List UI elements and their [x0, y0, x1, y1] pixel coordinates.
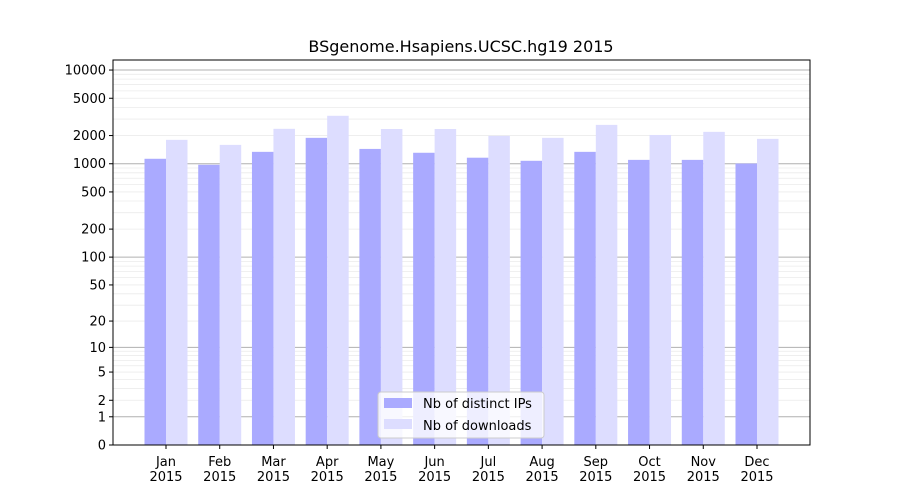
bar-ips	[305, 137, 328, 446]
legend-label-downloads: Nb of downloads	[423, 419, 532, 434]
x-tick-label: 2015	[633, 470, 666, 485]
x-tick-label: 2015	[311, 470, 344, 485]
y-tick-label: 10000	[65, 64, 106, 79]
bar-downloads	[595, 124, 618, 446]
bar-ips	[628, 159, 650, 446]
bar-ips	[681, 159, 704, 446]
x-tick-label: 2015	[364, 470, 397, 485]
bar-downloads	[380, 128, 403, 445]
bar-ips	[251, 151, 274, 445]
y-tick-label: 500	[81, 185, 106, 200]
bars	[144, 115, 779, 446]
legend-swatch-ips	[384, 398, 412, 408]
y-tick-label: 50	[89, 278, 106, 293]
bar-ips	[359, 148, 381, 445]
x-tick-label: Jul	[480, 455, 497, 470]
legend-box	[377, 391, 545, 439]
y-tick-label: 10	[89, 341, 106, 356]
y-tick-label: 1	[98, 410, 106, 425]
bar-ips	[520, 160, 543, 445]
x-tick-label: Jun	[423, 455, 444, 470]
x-tick-label: Sep	[584, 455, 609, 470]
bar-downloads	[703, 131, 725, 445]
bar-ips	[198, 164, 220, 445]
bar-ips	[144, 158, 166, 445]
legend: Nb of distinct IPs Nb of downloads	[377, 391, 545, 439]
y-axis: 0 12 5 10 20 50 100 200 500 1000 2000 5000 10000	[65, 64, 113, 454]
x-tick-label: Oct	[638, 455, 660, 470]
y-tick-label: 5000	[73, 92, 106, 107]
bar-ips	[735, 163, 757, 445]
bar-downloads	[434, 128, 457, 445]
x-tick-label: Aug	[529, 455, 554, 470]
bar-downloads	[757, 138, 779, 446]
x-tick-label: Nov	[691, 455, 717, 470]
bar-downloads	[542, 137, 564, 446]
chart-title: BSgenome.Hsapiens.UCSC.hg19 2015	[308, 37, 613, 56]
x-tick-label: 2015	[740, 470, 773, 485]
bar-ips	[574, 151, 596, 445]
x-tick-label: Dec	[744, 455, 769, 470]
bar-ips	[466, 157, 489, 446]
y-tick-label: 2	[98, 394, 106, 409]
y-tick-label: 5	[98, 366, 106, 381]
x-tick-label: 2015	[149, 470, 182, 485]
plot-frame	[112, 59, 811, 446]
x-tick-label: 2015	[418, 470, 451, 485]
y-tick-label: 0	[98, 439, 106, 454]
x-tick-label: 2015	[257, 470, 290, 485]
x-axis: Jan2015Feb2015Mar2015Apr2015May2015Jun20…	[149, 445, 774, 485]
x-tick-label: 2015	[203, 470, 236, 485]
y-tick-label: 20	[89, 315, 106, 330]
y-tick-label: 1000	[73, 157, 106, 172]
legend-swatch-downloads	[384, 419, 412, 429]
x-tick-label: Jan	[155, 455, 176, 470]
bar-downloads	[219, 144, 242, 445]
bar-downloads	[649, 134, 672, 445]
x-tick-label: Apr	[316, 455, 339, 470]
x-tick-label: 2015	[579, 470, 612, 485]
bar-downloads	[166, 139, 188, 445]
x-tick-label: Mar	[261, 455, 286, 470]
x-tick-label: 2015	[472, 470, 505, 485]
bar-ips	[413, 152, 435, 446]
x-tick-label: Feb	[208, 455, 231, 470]
bar-downloads	[488, 135, 510, 445]
x-tick-label: 2015	[526, 470, 559, 485]
y-tick-label: 2000	[73, 129, 106, 144]
bar-downloads	[327, 115, 349, 446]
bar-downloads	[273, 128, 295, 445]
y-tick-label: 100	[81, 251, 106, 266]
y-tick-label: 200	[81, 223, 106, 238]
legend-label-ips: Nb of distinct IPs	[423, 397, 532, 412]
x-tick-label: 2015	[687, 470, 720, 485]
x-tick-label: May	[367, 455, 394, 470]
